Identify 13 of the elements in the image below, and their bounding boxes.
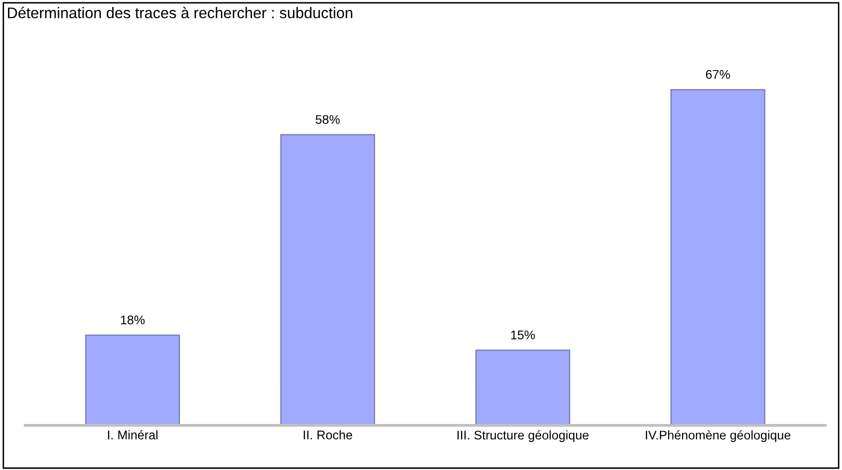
bar [670, 89, 766, 426]
x-tick-label: III. Structure géologique [458, 430, 589, 442]
x-tick-label: I. Minéral [108, 430, 158, 440]
x-tick-label: IV.Phénomène géologique [646, 430, 790, 442]
data-label: 15% [511, 330, 535, 340]
data-label: 18% [121, 316, 145, 324]
bar [85, 334, 180, 426]
bar [280, 134, 376, 426]
data-label: 58% [316, 115, 340, 124]
bar [475, 350, 570, 426]
x-tick-label: II. Roche [304, 430, 352, 440]
data-label: 67% [706, 70, 730, 79]
chart-title: Détermination des traces à rechercher : subduction [8, 6, 352, 18]
